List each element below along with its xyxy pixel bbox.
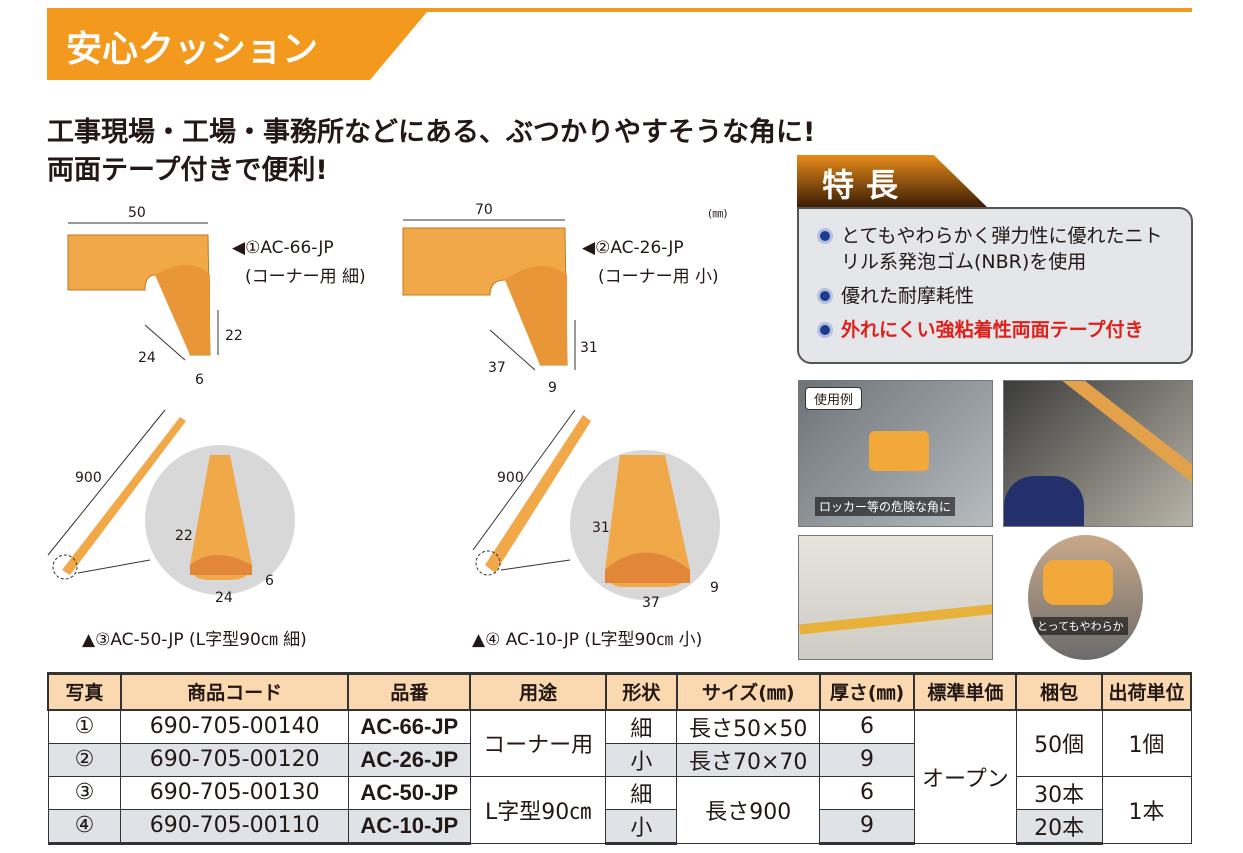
col-header: 厚さ(㎜) — [818, 672, 916, 711]
cell-no: ④ — [47, 808, 122, 845]
feature-text: とてもやわらかく弾力性に優れたニトリル系発泡ゴム(NBR)を使用 — [841, 225, 1163, 273]
cell-pack: 30本 — [1015, 775, 1103, 810]
feature-item: 優れた耐摩耗性 — [817, 283, 1173, 309]
bullet-icon — [817, 228, 833, 244]
feature-item: とてもやわらかく弾力性に優れたニトリル系発泡ゴム(NBR)を使用 — [817, 223, 1173, 275]
product-1-drawing — [67, 222, 219, 361]
headline-1: 工事現場・工場・事務所などにある、ぶつかりやすそうな角に! — [47, 117, 816, 148]
product-2-sub: (コーナー用 小) — [598, 267, 719, 287]
bullet-icon — [817, 288, 833, 304]
product-1-sub: (コーナー用 細) — [245, 267, 366, 287]
product-table: 写真 商品コード 品番 用途 形状 サイズ(㎜) 厚さ(㎜) 標準単価 梱包 出荷単位 ① 690-… — [47, 672, 1192, 845]
table-row: ② 690-705-00120 AC-26-JP 小長さ70×70 9 — [47, 742, 1191, 777]
cell-price: オープン — [913, 709, 1017, 844]
photo-caption: ロッカー等の危険な角に — [815, 497, 956, 516]
col-header: 品番 — [347, 672, 472, 711]
col-header: 出荷単位 — [1101, 672, 1192, 711]
features-title: 特長 — [822, 166, 911, 204]
cell-code: 690-705-00140 — [120, 709, 349, 744]
cell-no: ① — [47, 709, 122, 744]
col-header: 用途 — [469, 672, 607, 711]
unit-label: (㎜) — [708, 207, 728, 220]
product-4-drawing — [472, 409, 720, 600]
cell-thickness: 6 — [819, 775, 915, 810]
product-3-drawing — [47, 409, 295, 595]
cell-thickness: 9 — [819, 808, 915, 845]
cell-size: 長さ900 — [676, 775, 821, 844]
feature-text: 優れた耐摩耗性 — [841, 285, 975, 307]
cell-code: 690-705-00120 — [120, 742, 349, 777]
col-header: 写真 — [47, 672, 122, 711]
product-4-label: ▲④ AC-10-JP (L字型90㎝ 小) — [472, 630, 703, 650]
table-row: ① 690-705-00140 AC-66-JP コーナー用 細長さ50×50 6 オ… — [47, 709, 1192, 844]
dim-height: 31 — [592, 520, 610, 536]
cell-code: 690-705-00130 — [120, 775, 349, 810]
photo-edge — [798, 535, 993, 660]
cell-part: AC-66-JP — [347, 709, 471, 744]
headline-2: 両面テープ付きで便利! — [47, 155, 328, 186]
page-title: 安心クッション — [66, 29, 319, 70]
cell-thickness: 6 — [819, 709, 915, 744]
cell-part: AC-26-JP — [347, 742, 471, 777]
dim-depth: 37 — [488, 360, 506, 376]
product-3-label: ▲③AC-50-JP (L字型90㎝ 細) — [82, 630, 307, 650]
title-band — [47, 12, 427, 80]
cell-code: 690-705-00110 — [120, 808, 349, 845]
bullet-icon — [817, 322, 833, 338]
photo-install — [1003, 380, 1193, 527]
cell-part: AC-50-JP — [347, 775, 471, 810]
cell-pack: 20本 — [1015, 808, 1103, 845]
cell-shape: 小 — [605, 808, 678, 845]
dim-width: 37 — [642, 595, 660, 611]
col-header: 商品コード — [119, 672, 350, 711]
cell-unit: 1本 — [1101, 775, 1192, 844]
dim-thickness: 6 — [195, 372, 204, 388]
cell-use: コーナー用 — [469, 709, 607, 777]
table-row: ④ 690-705-00110 AC-10-JP 小 9 20本 — [47, 808, 1191, 845]
col-header: サイズ(㎜) — [675, 672, 821, 711]
table-header: 写真 商品コード 品番 用途 形状 サイズ(㎜) 厚さ(㎜) 標準単価 梱包 出荷単位 — [47, 672, 1192, 711]
table-row: ③ 690-705-00130 AC-50-JP L字型90㎝ 細長さ900 6 30… — [47, 775, 1192, 844]
feature-item: 外れにくい強粘着性両面テープ付き — [817, 317, 1173, 343]
col-header: 形状 — [604, 672, 678, 711]
cell-thickness: 9 — [819, 742, 915, 777]
dim-length: 900 — [497, 470, 524, 486]
cell-unit: 1個 — [1101, 709, 1192, 777]
example-label: 使用例 — [805, 387, 863, 410]
cell-shape: 細 — [605, 775, 678, 810]
photo-locker: 使用例 ロッカー等の危険な角に — [798, 380, 993, 527]
dim-thickness: 9 — [710, 580, 719, 596]
product-2-drawing — [402, 219, 576, 371]
dim-thickness: 9 — [548, 380, 557, 396]
cell-use: L字型90㎝ — [469, 775, 607, 844]
col-header: 標準単価 — [913, 672, 1018, 711]
product-2-label: ◀②AC-26-JP — [582, 238, 684, 258]
dim-width: 70 — [475, 202, 493, 218]
photo-caption: とってもやわらか — [1033, 617, 1128, 635]
cell-pack: 50個 — [1015, 709, 1103, 777]
top-rule — [47, 8, 1192, 12]
dim-length: 900 — [75, 470, 102, 486]
dim-width: 50 — [128, 205, 146, 221]
cell-shape: 小 — [605, 742, 678, 777]
dim-width: 24 — [215, 590, 233, 606]
dim-height: 22 — [175, 528, 193, 544]
dim-height: 31 — [580, 340, 598, 356]
cell-size: 長さ50×50 — [676, 709, 821, 744]
cell-size: 長さ70×70 — [676, 742, 821, 777]
features-box: とてもやわらかく弾力性に優れたニトリル系発泡ゴム(NBR)を使用 優れた耐摩耗性… — [797, 207, 1193, 364]
cell-no: ② — [47, 742, 122, 777]
dim-thickness: 6 — [265, 573, 274, 589]
cell-part: AC-10-JP — [347, 808, 471, 845]
col-header: 梱包 — [1015, 672, 1104, 711]
cell-shape: 細 — [605, 709, 678, 744]
dim-depth: 24 — [138, 350, 156, 366]
dim-height: 22 — [225, 328, 243, 344]
cell-no: ③ — [47, 775, 122, 810]
product-1-label: ◀①AC-66-JP — [232, 238, 334, 258]
feature-text: 外れにくい強粘着性両面テープ付き — [841, 319, 1144, 341]
photo-soft: とってもやわらか — [1028, 535, 1143, 660]
